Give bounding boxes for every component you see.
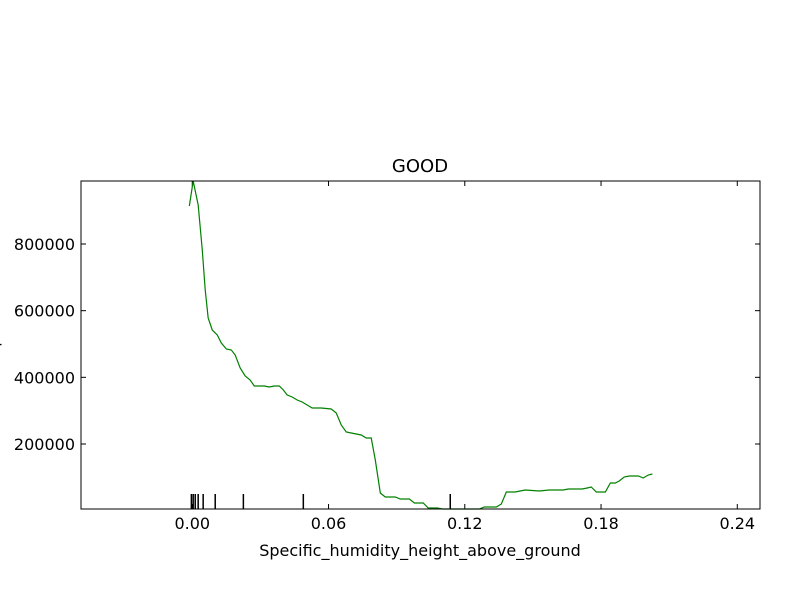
x-tick-label: 0.24 xyxy=(719,514,755,533)
plot-frame xyxy=(80,180,761,510)
y-tick-label: 800000 xyxy=(14,235,75,254)
y-axis-label: Partial dependence xyxy=(0,268,2,422)
data-line xyxy=(188,180,653,510)
x-tick-label: 0.06 xyxy=(311,514,347,533)
y-tick-label: 600000 xyxy=(14,302,75,321)
x-tick-label: 0.18 xyxy=(583,514,619,533)
x-tick-label: 0.12 xyxy=(447,514,483,533)
chart-title: GOOD xyxy=(392,156,448,177)
y-tick-label: 400000 xyxy=(14,368,75,387)
x-axis-label: Specific_humidity_height_above_ground xyxy=(259,541,581,561)
y-tick-label: 200000 xyxy=(14,435,75,454)
x-tick-label: 0.00 xyxy=(174,514,210,533)
